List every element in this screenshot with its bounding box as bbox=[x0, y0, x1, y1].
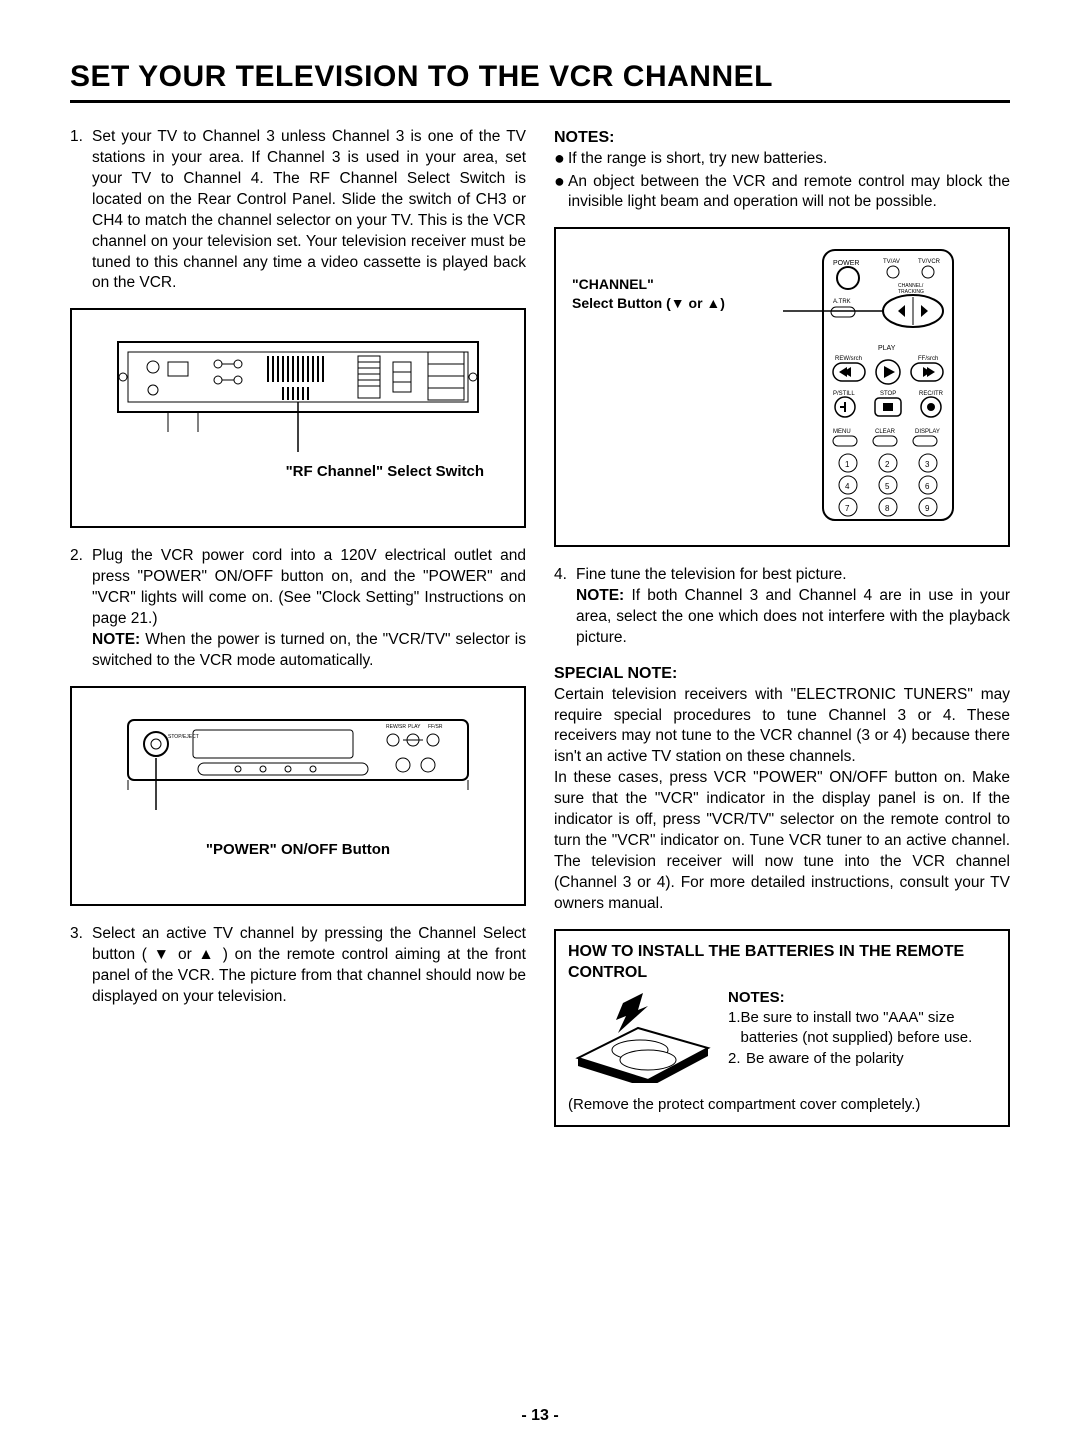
figure-rf-switch: "RF Channel" Select Switch bbox=[70, 308, 526, 528]
content-columns: 1. Set your TV to Channel 3 unless Chann… bbox=[70, 127, 1010, 1127]
step-4-body-a: Fine tune the television for best pictur… bbox=[576, 566, 847, 583]
battery-notes: NOTES: 1.Be sure to install two "AAA" si… bbox=[728, 988, 996, 1069]
battery-install-box: HOW TO INSTALL THE BATTERIES IN THE REMO… bbox=[554, 929, 1010, 1127]
step-2-note-label: NOTE: bbox=[92, 631, 140, 648]
svg-text:TV/AV: TV/AV bbox=[883, 259, 900, 265]
step-3-number: 3. bbox=[70, 924, 92, 1008]
svg-text:TV/VCR: TV/VCR bbox=[918, 259, 941, 265]
figure-power-button: STOP/EJECT REW/SR PLAY FF/SR bbox=[70, 686, 526, 906]
page-number: - 13 - bbox=[0, 1407, 1080, 1425]
note-1-text: If the range is short, try new batteries… bbox=[568, 149, 1010, 170]
svg-text:8: 8 bbox=[885, 504, 890, 513]
step-4-note-label: NOTE: bbox=[576, 587, 624, 604]
svg-text:3: 3 bbox=[925, 460, 930, 469]
step-4-number: 4. bbox=[554, 565, 576, 649]
svg-text:PLAY: PLAY bbox=[408, 724, 421, 730]
battery-note-1: Be sure to install two "AAA" size batter… bbox=[741, 1008, 996, 1049]
battery-footer: (Remove the protect compartment cover co… bbox=[568, 1095, 996, 1115]
step-4-note: If both Channel 3 and Channel 4 are in u… bbox=[576, 587, 1010, 646]
svg-text:9: 9 bbox=[925, 504, 930, 513]
right-column: NOTES: ● If the range is short, try new … bbox=[554, 127, 1010, 1127]
vcr-rear-diagram bbox=[108, 322, 488, 472]
step-4-text: Fine tune the television for best pictur… bbox=[576, 565, 1010, 649]
svg-text:A.TRK: A.TRK bbox=[833, 299, 851, 305]
svg-text:DISPLAY: DISPLAY bbox=[915, 429, 940, 435]
battery-compartment-diagram bbox=[568, 988, 718, 1083]
svg-text:4: 4 bbox=[845, 482, 850, 491]
svg-text:REW/SR: REW/SR bbox=[386, 724, 406, 730]
battery-notes-heading: NOTES: bbox=[728, 989, 785, 1006]
svg-text:PLAY: PLAY bbox=[878, 345, 896, 352]
svg-text:2: 2 bbox=[885, 460, 890, 469]
step-3-text: Select an active TV channel by pressing … bbox=[92, 924, 526, 1008]
svg-text:STOP: STOP bbox=[880, 391, 896, 397]
figure-1-caption: "RF Channel" Select Switch bbox=[286, 462, 484, 482]
bullet-icon: ● bbox=[554, 172, 568, 214]
svg-text:MENU: MENU bbox=[833, 429, 851, 435]
special-note-body: Certain television receivers with "ELECT… bbox=[554, 685, 1010, 915]
svg-text:1: 1 bbox=[845, 460, 850, 469]
remote-control-diagram: POWER TV/AV TV/VCR CHANNEL/ TRACKING A.T… bbox=[783, 245, 983, 525]
step-1: 1. Set your TV to Channel 3 unless Chann… bbox=[70, 127, 526, 294]
svg-text:P/STILL: P/STILL bbox=[833, 391, 855, 397]
special-note-heading: SPECIAL NOTE: bbox=[554, 663, 1010, 685]
note-bullet-1: ● If the range is short, try new batteri… bbox=[554, 149, 1010, 170]
bullet-icon: ● bbox=[554, 149, 568, 170]
note-2-text: An object between the VCR and remote con… bbox=[568, 172, 1010, 214]
svg-text:FF/SR: FF/SR bbox=[428, 724, 443, 730]
svg-text:REW/srch: REW/srch bbox=[835, 356, 862, 362]
step-3: 3. Select an active TV channel by pressi… bbox=[70, 924, 526, 1008]
page-title: SET YOUR TELEVISION TO THE VCR CHANNEL bbox=[70, 60, 1010, 103]
vcr-front-diagram: STOP/EJECT REW/SR PLAY FF/SR bbox=[108, 700, 488, 840]
step-2-note: When the power is turned on, the "VCR/TV… bbox=[92, 631, 526, 669]
step-2-text: Plug the VCR power cord into a 120V elec… bbox=[92, 546, 526, 672]
battery-heading: HOW TO INSTALL THE BATTERIES IN THE REMO… bbox=[568, 941, 996, 984]
notes-heading: NOTES: bbox=[554, 127, 1010, 149]
remote-channel-label-2: Select Button (▼ or ▲) bbox=[572, 294, 774, 313]
remote-channel-label-1: "CHANNEL" bbox=[572, 275, 774, 294]
svg-text:STOP/EJECT: STOP/EJECT bbox=[168, 734, 199, 740]
step-4: 4. Fine tune the television for best pic… bbox=[554, 565, 1010, 649]
figure-remote: "CHANNEL" Select Button (▼ or ▲) POWER T… bbox=[554, 227, 1010, 547]
svg-text:POWER: POWER bbox=[833, 260, 859, 267]
step-1-text: Set your TV to Channel 3 unless Channel … bbox=[92, 127, 526, 294]
step-2-number: 2. bbox=[70, 546, 92, 672]
svg-text:6: 6 bbox=[925, 482, 930, 491]
step-1-number: 1. bbox=[70, 127, 92, 294]
step-2: 2. Plug the VCR power cord into a 120V e… bbox=[70, 546, 526, 672]
svg-text:FF/srch: FF/srch bbox=[918, 356, 938, 362]
left-column: 1. Set your TV to Channel 3 unless Chann… bbox=[70, 127, 526, 1127]
figure-2-caption: "POWER" ON/OFF Button bbox=[72, 840, 524, 860]
svg-text:CLEAR: CLEAR bbox=[875, 429, 896, 435]
svg-text:5: 5 bbox=[885, 482, 890, 491]
step-2-body-a: Plug the VCR power cord into a 120V elec… bbox=[92, 547, 526, 627]
note-bullet-2: ● An object between the VCR and remote c… bbox=[554, 172, 1010, 214]
svg-text:REC/ITR: REC/ITR bbox=[919, 391, 944, 397]
battery-note-2-num: 2. bbox=[728, 1049, 746, 1069]
battery-note-1-num: 1. bbox=[728, 1008, 741, 1049]
battery-note-2: Be aware of the polarity bbox=[746, 1049, 904, 1069]
svg-text:7: 7 bbox=[845, 504, 850, 513]
